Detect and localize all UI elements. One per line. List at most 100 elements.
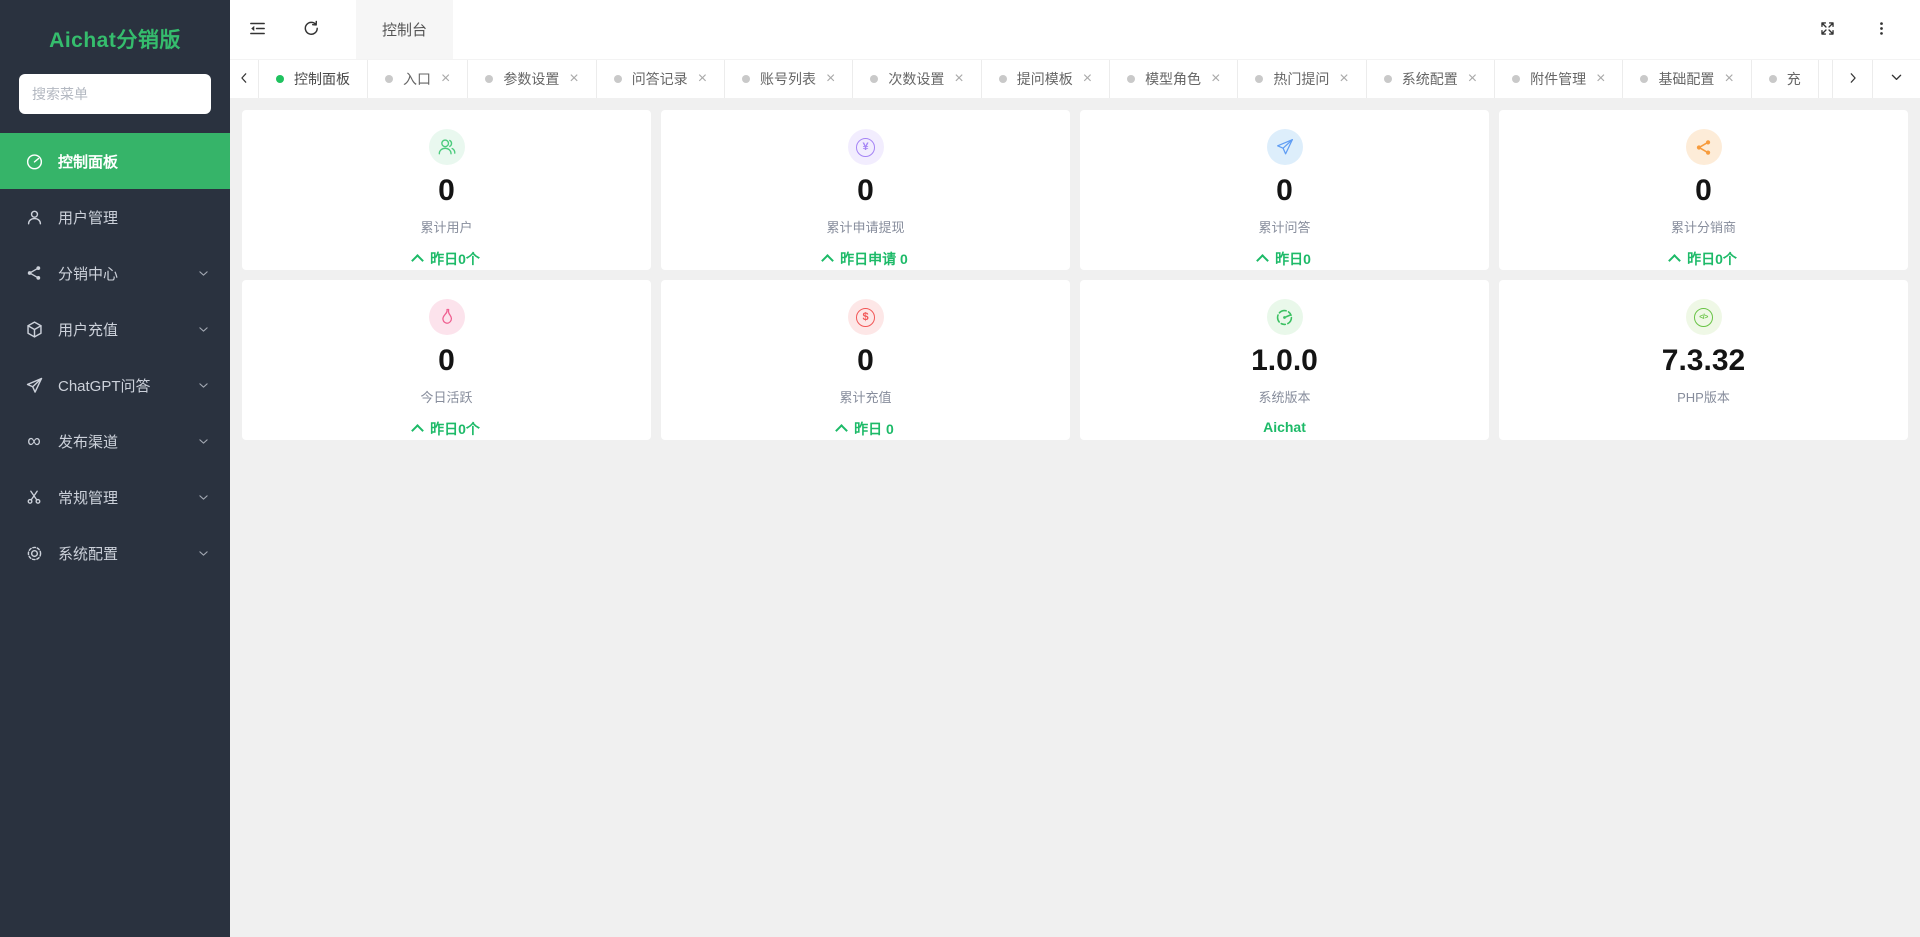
chevron-left-icon (237, 71, 251, 88)
user-icon (24, 207, 44, 227)
tabs-dropdown-button[interactable] (1872, 60, 1920, 98)
tab-item[interactable]: 充 (1752, 60, 1819, 98)
sidebar-item-dashboard[interactable]: 控制面板 (0, 133, 230, 189)
tabbar: 控制面板 入口 × 参数设置 × 问答记录 × 账号列表 × 次数设置 × 提问模板 × 模… (230, 60, 1920, 98)
fullscreen-button[interactable] (1800, 0, 1854, 59)
sidebar-item-label: 常规管理 (58, 489, 119, 507)
version-icon (1266, 299, 1303, 335)
stat-card-total-qa: 0 累计问答 昨日0 (1080, 110, 1489, 270)
close-icon[interactable]: × (1467, 70, 1478, 87)
tab-status-dot (742, 75, 751, 83)
stat-cards-grid: 0 累计用户 昨日0个 ¥ 0 累计申请提现 昨日申请 0 0 (230, 98, 1920, 452)
stat-label: 系统版本 (1258, 389, 1311, 405)
sidebar-item-channels[interactable]: ∞ 发布渠道 (0, 413, 230, 469)
collapse-sidebar-button[interactable] (230, 0, 284, 59)
sidebar-item-general[interactable]: 常规管理 (0, 469, 230, 525)
main-area: 控制台 控制面板 入口 (230, 0, 1920, 937)
sidebar-item-label: 发布渠道 (58, 433, 119, 451)
tab-label: 提问模板 (1016, 71, 1073, 87)
stat-value: 0 (438, 174, 455, 207)
stat-value: 0 (857, 174, 874, 207)
fullscreen-icon (1819, 20, 1836, 40)
close-icon[interactable]: × (1211, 70, 1221, 87)
tab-item[interactable]: 问答记录 × (597, 60, 726, 98)
tab-item[interactable]: 控制面板 (259, 60, 368, 98)
sidebar-item-label: ChatGPT问答 (58, 377, 151, 395)
stat-footer: 昨日申请 0 (821, 249, 908, 269)
tab-item[interactable]: 提问模板 × (982, 60, 1111, 98)
sidebar: Aichat分销版 控制面板 用户管理 分销中心 (0, 0, 230, 937)
chevron-down-icon (197, 491, 210, 504)
stat-footer: 昨日0个 (411, 419, 480, 439)
stat-label: 累计问答 (1258, 219, 1311, 235)
paper-plane-icon (24, 375, 44, 395)
stat-label: 累计用户 (420, 219, 473, 235)
open-tabs: 控制面板 入口 × 参数设置 × 问答记录 × 账号列表 × 次数设置 × 提问模板 × 模… (259, 60, 1832, 98)
close-icon[interactable]: × (697, 70, 708, 87)
close-icon[interactable]: × (954, 70, 964, 87)
close-icon[interactable]: × (826, 70, 836, 87)
caret-up-icon (411, 253, 424, 267)
search-input[interactable] (19, 74, 211, 114)
sidebar-item-users[interactable]: 用户管理 (0, 189, 230, 245)
yen-circle-icon: ¥ (847, 129, 884, 165)
stat-value: 1.0.0 (1251, 344, 1318, 377)
close-icon[interactable]: × (569, 70, 579, 87)
share-icon (24, 263, 44, 283)
sidebar-item-system-config[interactable]: 系统配置 (0, 525, 230, 581)
close-icon[interactable]: × (1724, 70, 1734, 87)
caret-up-icon (1256, 253, 1269, 267)
stat-footer: Aichat (1263, 418, 1306, 435)
tab-label: 附件管理 (1530, 71, 1587, 87)
tabs-scroll-left-button[interactable] (230, 60, 259, 98)
tab-console[interactable]: 控制台 (356, 0, 454, 59)
stat-value: 0 (857, 344, 874, 377)
stat-card-total-recharge: $ 0 累计充值 昨日 0 (661, 280, 1070, 440)
sidebar-item-distribution[interactable]: 分销中心 (0, 245, 230, 301)
close-icon[interactable]: × (1339, 70, 1349, 87)
chevron-down-icon (197, 267, 210, 280)
chevron-down-icon (1889, 70, 1904, 88)
stat-card-php-version: </> 7.3.32 PHP版本 (1499, 280, 1908, 440)
tab-item[interactable]: 入口 × (368, 60, 469, 98)
refresh-button[interactable] (284, 0, 338, 59)
tab-status-dot (613, 75, 622, 83)
close-icon[interactable]: × (1596, 70, 1606, 87)
caret-up-icon (835, 423, 849, 437)
sidebar-item-label: 控制面板 (58, 153, 119, 171)
infinity-icon: ∞ (27, 430, 41, 452)
tabs-scroll-right-button[interactable] (1832, 60, 1872, 98)
tab-item[interactable]: 参数设置 × (468, 60, 597, 98)
users-icon (428, 129, 465, 165)
tab-item[interactable]: 次数设置 × (853, 60, 982, 98)
sidebar-item-label: 用户充值 (58, 321, 119, 339)
stat-label: 今日活跃 (420, 389, 473, 405)
app-logo: Aichat分销版 (49, 29, 181, 52)
tab-item[interactable]: 模型角色 × (1110, 60, 1239, 98)
sidebar-item-recharge[interactable]: 用户充值 (0, 301, 230, 357)
stat-footer: 昨日0 (1256, 249, 1311, 269)
tab-status-dot (1640, 75, 1649, 83)
tab-item[interactable]: 附件管理 × (1495, 60, 1624, 98)
stat-card-withdraw-requests: ¥ 0 累计申请提现 昨日申请 0 (661, 110, 1070, 270)
caret-up-icon (411, 423, 424, 437)
tab-label: 充 (1786, 71, 1801, 87)
tab-label: 入口 (403, 71, 431, 87)
tab-status-dot (870, 75, 879, 83)
tab-item[interactable]: 基础配置 × (1623, 60, 1752, 98)
topbar: 控制台 (230, 0, 1920, 60)
close-icon[interactable]: × (441, 70, 451, 87)
caret-up-icon (1668, 253, 1681, 267)
more-menu-button[interactable] (1854, 0, 1908, 59)
tab-item[interactable]: 系统配置 × (1367, 60, 1496, 98)
topbar-left: 控制台 (230, 0, 454, 59)
tab-item[interactable]: 热门提问 × (1238, 60, 1367, 98)
caret-up-icon (821, 253, 835, 267)
stat-label: 累计充值 (839, 389, 892, 405)
sidebar-item-chatgpt-qa[interactable]: ChatGPT问答 (0, 357, 230, 413)
close-icon[interactable]: × (1082, 70, 1093, 87)
code-circle-icon: </> (1685, 299, 1722, 335)
tab-status-dot (1255, 75, 1264, 83)
stat-label: PHP版本 (1677, 389, 1730, 405)
tab-item[interactable]: 账号列表 × (725, 60, 854, 98)
